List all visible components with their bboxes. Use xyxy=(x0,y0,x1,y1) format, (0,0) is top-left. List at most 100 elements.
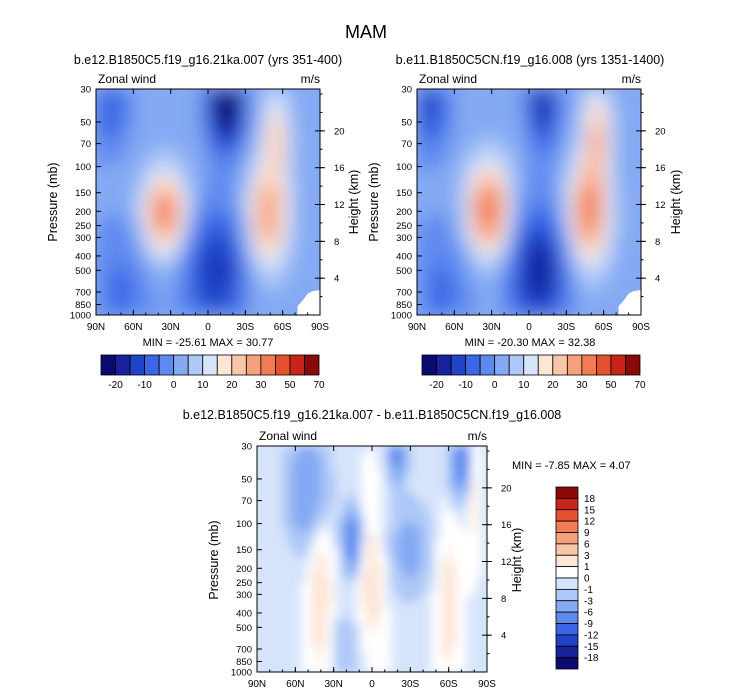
field-cell xyxy=(421,275,428,282)
field-cell xyxy=(286,528,293,536)
field-cell xyxy=(304,117,311,124)
field-cell xyxy=(450,152,457,159)
field-cell xyxy=(114,176,121,183)
field-cell xyxy=(306,538,313,545)
field-cell xyxy=(260,152,268,159)
field-cell xyxy=(192,304,199,311)
field-cell xyxy=(431,206,438,213)
field-cell xyxy=(469,289,477,296)
field-cell xyxy=(309,216,316,223)
field-cell xyxy=(236,299,243,306)
field-cell xyxy=(256,152,263,159)
field-cell xyxy=(460,108,467,115)
field-cell xyxy=(183,245,190,252)
field-cell xyxy=(572,225,579,233)
field-cell xyxy=(183,147,190,154)
field-cell xyxy=(304,147,311,154)
field-cell xyxy=(183,167,190,174)
field-cell xyxy=(105,122,112,129)
field-cell xyxy=(552,275,559,282)
field-cell xyxy=(202,284,209,292)
field-cell xyxy=(246,284,253,292)
field-cell xyxy=(257,641,263,649)
y-tick-label: 850 xyxy=(396,300,412,311)
field-cell xyxy=(309,152,316,159)
field-cell xyxy=(178,181,185,188)
field-cell xyxy=(577,196,584,203)
field-cell xyxy=(562,221,569,228)
field-cell xyxy=(251,132,258,139)
field-cell xyxy=(484,127,491,134)
field-cell xyxy=(163,162,170,169)
field-cell xyxy=(183,127,190,134)
field-cell xyxy=(100,250,107,257)
field-cell xyxy=(306,666,313,672)
field-cell xyxy=(217,265,224,272)
field-cell xyxy=(513,142,520,149)
field-cell xyxy=(139,289,146,296)
field-cell xyxy=(547,240,554,247)
field-cell xyxy=(547,235,554,242)
field-cell xyxy=(445,117,452,124)
field-cell xyxy=(484,294,491,301)
field-cell xyxy=(271,479,278,486)
field-cell xyxy=(134,270,141,277)
field-cell xyxy=(212,191,219,198)
field-cell xyxy=(533,152,540,159)
field-cell xyxy=(280,270,287,277)
field-cell xyxy=(606,270,613,277)
field-cell xyxy=(183,304,190,311)
field-cell xyxy=(134,235,141,242)
field-cell xyxy=(474,211,481,218)
field-cell xyxy=(528,98,535,105)
field-cell xyxy=(158,221,165,228)
field-cell xyxy=(465,196,472,203)
field-cell xyxy=(192,211,199,218)
field-cell xyxy=(567,216,574,223)
field-cell xyxy=(129,206,136,213)
field-cell xyxy=(153,98,160,105)
field-cell xyxy=(426,221,433,228)
field-cell xyxy=(183,171,190,179)
field-cell xyxy=(222,260,229,267)
field-cell xyxy=(469,157,477,164)
field-cell xyxy=(281,617,288,624)
field-cell xyxy=(469,89,477,95)
field-cell xyxy=(285,299,292,306)
field-cell xyxy=(309,181,316,188)
field-cell xyxy=(257,651,263,658)
field-cell xyxy=(435,147,442,154)
field-cell xyxy=(285,230,292,237)
field-cell xyxy=(296,543,303,550)
field-cell xyxy=(572,176,579,183)
field-cell xyxy=(474,275,481,282)
field-cell xyxy=(148,122,156,129)
field-cell xyxy=(611,265,618,272)
field-cell xyxy=(270,206,277,213)
field-cell xyxy=(484,98,491,105)
field-cell xyxy=(513,132,520,139)
field-cell xyxy=(616,127,623,134)
field-cell xyxy=(508,280,515,287)
field-cell xyxy=(192,176,199,183)
field-cell xyxy=(173,280,180,287)
field-cell xyxy=(417,270,423,277)
field-cell xyxy=(114,147,121,154)
field-cell xyxy=(431,112,438,120)
field-cell xyxy=(460,132,467,139)
field-cell xyxy=(465,289,472,296)
field-cell xyxy=(309,250,316,257)
field-cell xyxy=(306,646,313,653)
field-cell xyxy=(304,103,311,110)
field-cell xyxy=(504,196,511,203)
field-cell xyxy=(625,117,632,124)
field-cell xyxy=(596,122,603,129)
field-cell xyxy=(241,260,248,267)
field-cell xyxy=(276,548,283,555)
field-cell xyxy=(285,171,292,179)
field-cell xyxy=(286,617,293,624)
field-cell xyxy=(601,171,608,179)
field-cell xyxy=(523,299,530,306)
field-cell xyxy=(168,309,175,315)
field-cell xyxy=(163,132,170,139)
